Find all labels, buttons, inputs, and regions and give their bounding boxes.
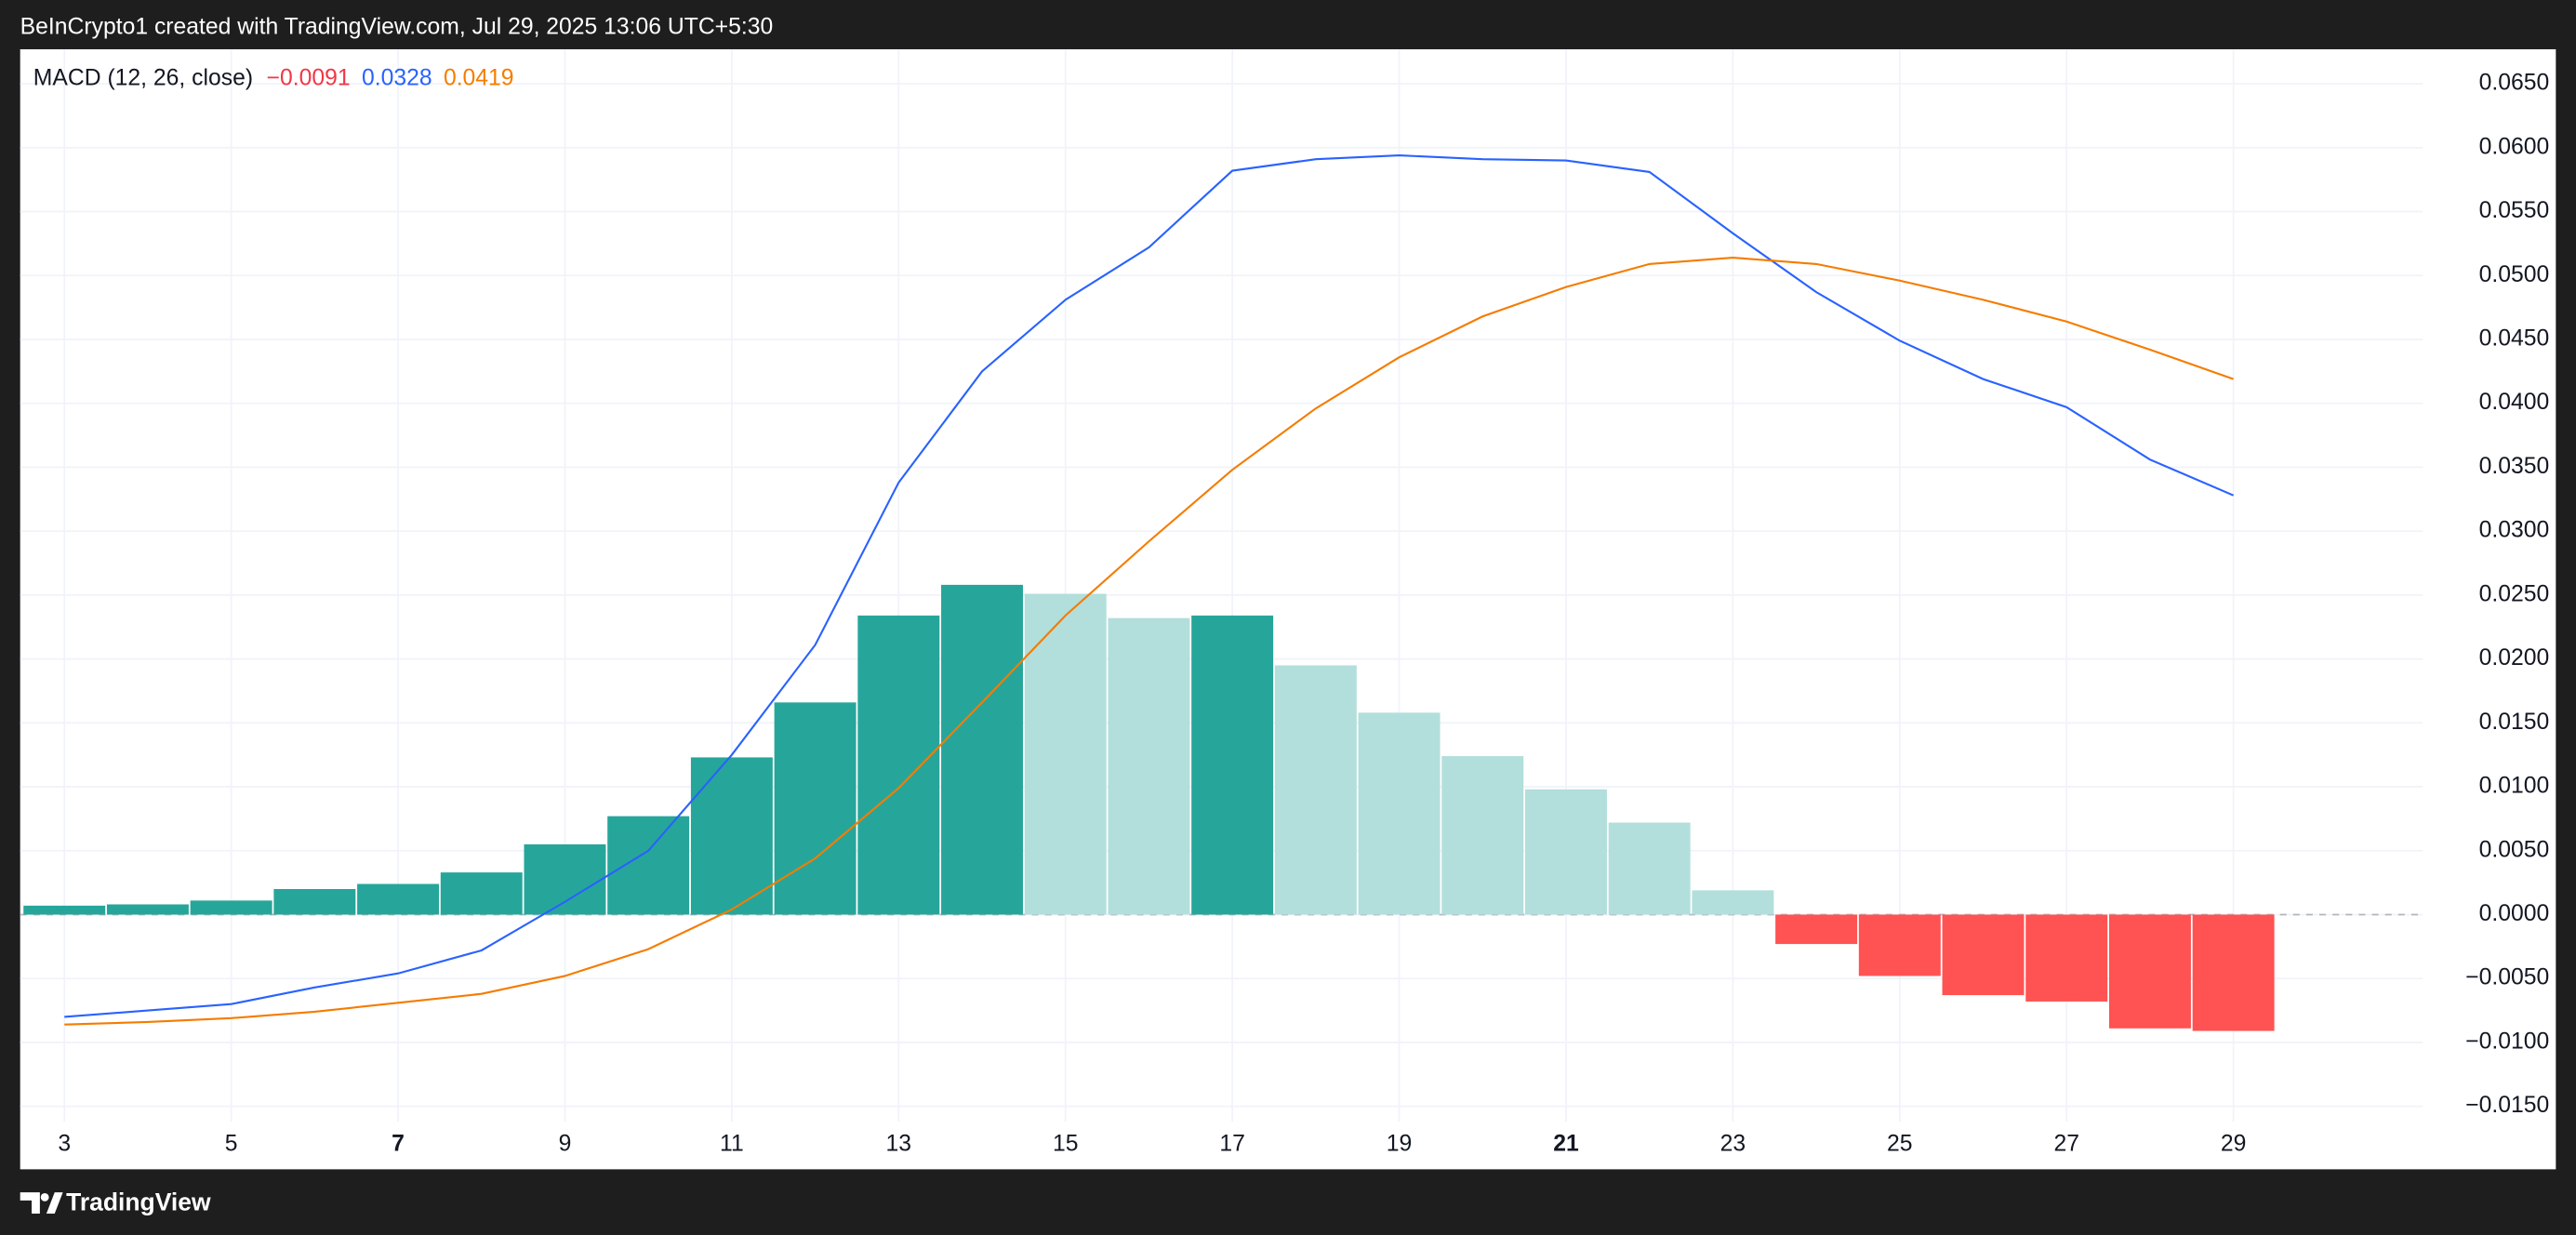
legend-value: 0.0328 (362, 65, 432, 90)
y-tick-label: 0.0200 (2479, 645, 2550, 671)
y-tick-label: 0.0150 (2479, 710, 2550, 735)
x-tick-label: 11 (720, 1131, 744, 1156)
histogram-bar (440, 872, 523, 915)
y-tick-label: 0.0350 (2479, 454, 2550, 479)
y-tick-label: 0.0500 (2479, 262, 2550, 287)
tv-logo (20, 1192, 63, 1215)
histogram-bar (524, 843, 606, 915)
histogram-bar (1608, 822, 1691, 915)
x-tick-label: 9 (559, 1131, 572, 1156)
histogram-bar (1358, 712, 1441, 915)
histogram-bar (2108, 914, 2191, 1029)
line-series (64, 153, 2235, 1018)
histogram-bar (1692, 890, 1774, 915)
histogram-bar (1775, 914, 1858, 945)
x-tick-label: 25 (1887, 1131, 1912, 1156)
logo-part (20, 1192, 40, 1215)
y-tick-label: 0.0600 (2479, 134, 2550, 159)
histogram-bar (357, 883, 440, 915)
y-tick-label: 0.0100 (2479, 774, 2550, 799)
x-tick-label: 5 (225, 1131, 238, 1156)
histogram-bar (1441, 756, 1524, 915)
y-tick-label: 0.0000 (2479, 901, 2550, 926)
x-tick-label: 29 (2221, 1131, 2247, 1156)
histogram-bar (774, 702, 856, 915)
logo-part (40, 1192, 49, 1202)
histogram-bar (690, 757, 773, 915)
header-title: BeInCrypto1 created with TradingView.com… (20, 15, 774, 40)
y-tick-label: −0.0100 (2465, 1029, 2549, 1054)
x-tick-label: 23 (1720, 1131, 1746, 1156)
legend-value: 0.0419 (444, 65, 514, 90)
y-tick-label: 0.0250 (2479, 581, 2550, 606)
y-tick-label: 0.0650 (2479, 71, 2550, 96)
x-tick-label: 7 (392, 1131, 405, 1156)
y-tick-label: 0.0400 (2479, 390, 2550, 415)
histogram-bar (607, 816, 690, 915)
histogram-bar (1191, 615, 1274, 915)
y-tick-label: 0.0550 (2479, 198, 2550, 223)
x-tick-label: 3 (58, 1131, 71, 1156)
y-tick-label: 0.0300 (2479, 518, 2550, 543)
histogram-bar (1108, 618, 1190, 915)
x-tick-label: 27 (2053, 1131, 2079, 1156)
line-series (64, 256, 2234, 1026)
histogram-bar (273, 888, 356, 915)
brand: TradingView (66, 1188, 211, 1215)
y-tick-label: 0.0050 (2479, 837, 2550, 862)
histogram-bar (1024, 593, 1107, 915)
logo-part (46, 1192, 63, 1215)
legend-value: −0.0091 (267, 65, 351, 90)
histogram-bar (941, 584, 1023, 915)
histogram-bar (1525, 789, 1607, 915)
x-tick-label: 19 (1387, 1131, 1412, 1156)
histogram-bar (2025, 914, 2108, 1002)
y-tick-label: −0.0150 (2465, 1093, 2549, 1118)
histogram-bar (857, 615, 940, 915)
histogram-bar (1274, 665, 1357, 915)
x-tick-label: 13 (886, 1131, 911, 1156)
histogram-bar (2192, 914, 2275, 1031)
histogram-bar (1942, 914, 2025, 996)
histogram-bar (190, 900, 272, 915)
x-tick-label: 15 (1053, 1131, 1078, 1156)
y-tick-label: 0.0450 (2479, 326, 2550, 352)
legend-name: MACD (12, 26, close) (33, 65, 253, 90)
histogram-bar (106, 904, 189, 915)
histogram-bar (23, 905, 106, 915)
x-tick-label: 17 (1219, 1131, 1244, 1156)
y-tick-label: −0.0050 (2465, 965, 2549, 990)
histogram-bar (1858, 914, 1941, 976)
plot: 0.0650 0.0600 0.0550 0.0500 0.0450 0.0400 0.03… (20, 48, 2550, 1156)
x-tick-label: 21 (1553, 1131, 1579, 1156)
